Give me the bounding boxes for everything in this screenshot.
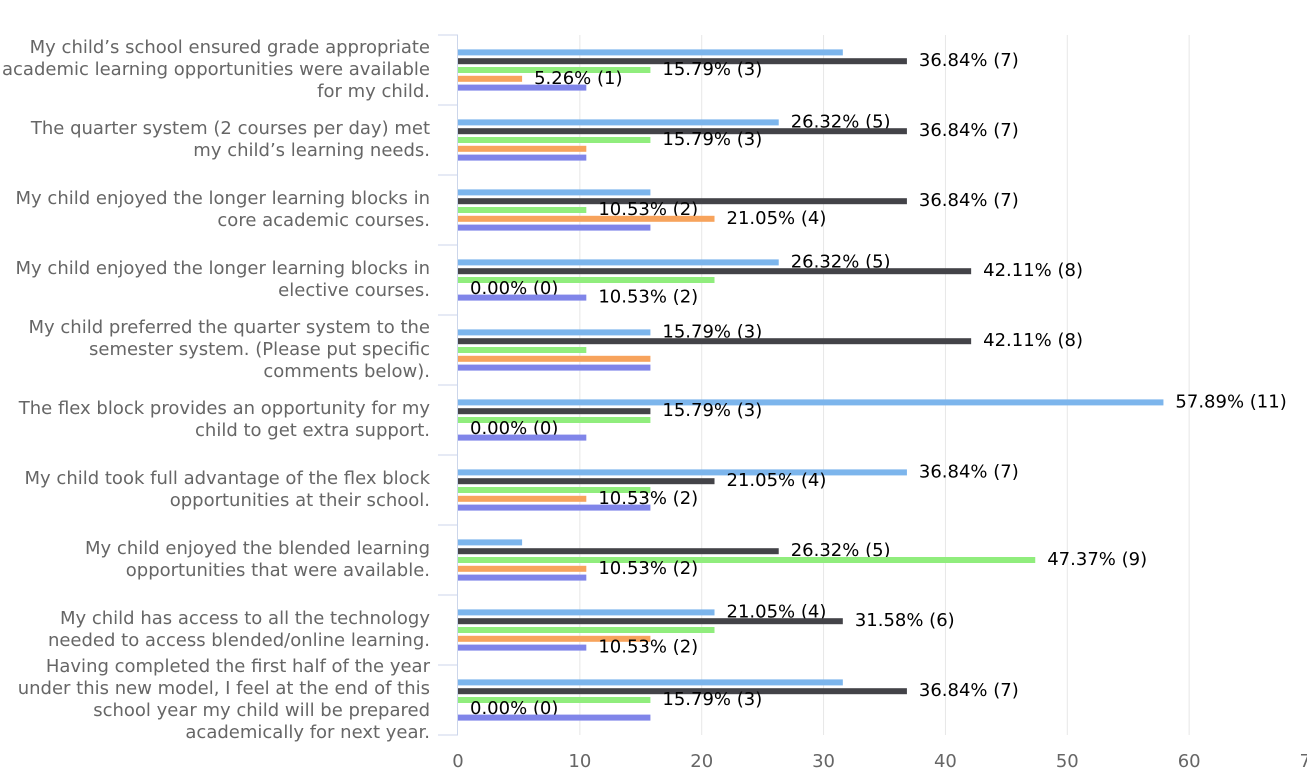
bar [458, 688, 907, 695]
x-tick-label: 70 [1300, 751, 1307, 772]
data-label: 42.11% (8) [983, 260, 1083, 281]
y-tick-label: The quarter system (2 courses per day) m… [30, 118, 430, 161]
bar [458, 504, 651, 511]
bar [458, 697, 651, 703]
bar [458, 364, 651, 371]
y-tick-label: My child enjoyed the longer learning blo… [15, 188, 430, 231]
data-label: 10.53% (2) [598, 488, 698, 509]
bar [458, 487, 651, 493]
data-label: 47.37% (9) [1047, 549, 1147, 570]
bar [458, 329, 651, 336]
bar [458, 207, 587, 213]
y-tick-label: My child took full advantage of the flex… [24, 468, 430, 511]
data-label: 10.53% (2) [598, 287, 698, 308]
data-label: 31.58% (6) [855, 610, 955, 631]
bar [458, 679, 843, 686]
bar [458, 469, 907, 476]
bar [458, 58, 907, 65]
bar [458, 565, 587, 572]
data-label: 10.53% (2) [598, 637, 698, 658]
data-label: 0.00% (0) [470, 278, 558, 299]
bar [458, 495, 587, 502]
bar [458, 644, 587, 651]
bar [458, 609, 715, 616]
bar [458, 408, 651, 415]
bar [458, 277, 715, 283]
bar [458, 338, 972, 345]
y-tick-label: My child’s school ensured grade appropri… [2, 37, 430, 102]
y-tick-label: Having completed the first half of the y… [17, 656, 430, 743]
x-tick-label: 10 [568, 751, 591, 772]
bar [458, 189, 651, 196]
bar [458, 259, 779, 266]
bar [458, 137, 651, 143]
x-tick-label: 30 [812, 751, 835, 772]
bar [458, 75, 523, 82]
y-tick-label: My child preferred the quarter system to… [28, 317, 431, 382]
bar [458, 574, 587, 581]
bar [458, 294, 587, 301]
data-label: 36.84% (7) [919, 461, 1019, 482]
bar [458, 399, 1164, 406]
bar [458, 145, 587, 152]
data-label: 26.32% (5) [791, 251, 891, 272]
y-tick-label: My child enjoyed the longer learning blo… [15, 258, 430, 301]
bar [458, 355, 651, 362]
data-label: 10.53% (2) [598, 199, 698, 220]
bar [458, 347, 587, 353]
x-tick-label: 20 [690, 751, 713, 772]
bar [458, 557, 1036, 563]
data-label: 15.79% (3) [662, 689, 762, 710]
data-label: 0.00% (0) [470, 698, 558, 719]
bar [458, 635, 651, 642]
x-tick-label: 60 [1178, 751, 1201, 772]
data-label: 57.89% (11) [1175, 391, 1286, 412]
y-tick-label: The flex block provides an opportunity f… [18, 398, 430, 441]
data-label: 26.32% (5) [791, 111, 891, 132]
data-label: 21.05% (4) [727, 601, 827, 622]
x-tick-label: 50 [1056, 751, 1079, 772]
bar [458, 434, 587, 441]
data-label: 42.11% (8) [983, 330, 1083, 351]
data-label: 15.79% (3) [662, 129, 762, 150]
x-tick-label: 0 [452, 751, 463, 772]
data-label: 15.79% (3) [662, 321, 762, 342]
data-label: 36.84% (7) [919, 120, 1019, 141]
bar [458, 417, 651, 423]
data-label: 10.53% (2) [598, 558, 698, 579]
bar [458, 198, 907, 205]
bar [458, 49, 843, 56]
y-tick-label: My child has access to all the technolog… [47, 608, 430, 651]
bar [458, 618, 843, 625]
data-label: 5.26% (1) [534, 68, 622, 89]
bar [458, 224, 651, 231]
bar [458, 154, 587, 161]
bar [458, 548, 779, 555]
bar [458, 627, 715, 633]
bar [458, 268, 972, 275]
bar [458, 478, 715, 485]
data-label: 15.79% (3) [662, 400, 762, 421]
bar [458, 67, 651, 73]
data-label: 0.00% (0) [470, 418, 558, 439]
bar [458, 128, 907, 135]
data-label: 21.05% (4) [727, 470, 827, 491]
bar [458, 84, 587, 91]
data-label: 36.84% (7) [919, 190, 1019, 211]
data-label: 36.84% (7) [919, 50, 1019, 71]
bar [458, 714, 651, 721]
y-tick-label: My child enjoyed the blended learning op… [85, 538, 430, 581]
data-label: 21.05% (4) [727, 208, 827, 229]
bar [458, 119, 779, 126]
x-tick-label: 40 [934, 751, 957, 772]
bar [458, 539, 523, 546]
data-label: 15.79% (3) [662, 59, 762, 80]
bar [458, 215, 715, 222]
data-label: 26.32% (5) [791, 540, 891, 561]
data-label: 36.84% (7) [919, 680, 1019, 701]
